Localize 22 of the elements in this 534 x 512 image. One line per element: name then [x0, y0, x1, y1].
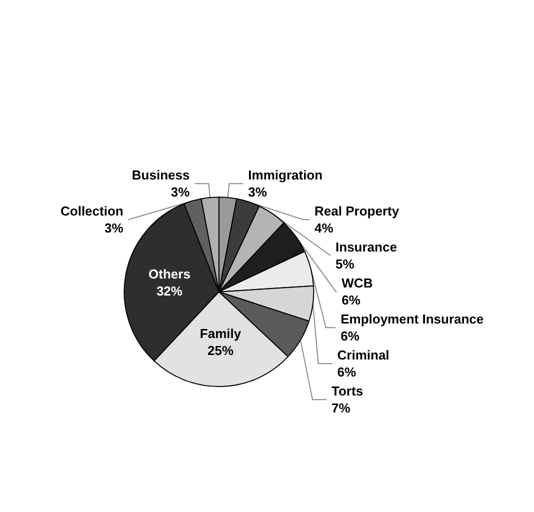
data-label: 4% — [314, 220, 334, 236]
data-label: 7% — [332, 400, 351, 416]
slice-label: Criminal — [337, 348, 390, 363]
slice-label: Family — [200, 326, 242, 342]
slice-label: Immigration — [248, 168, 323, 183]
slice-label: Real Property — [314, 204, 400, 219]
data-label: 5% — [336, 256, 355, 272]
slice-label: Torts — [332, 384, 364, 399]
slice-label: Collection — [60, 204, 124, 219]
data-label: 32% — [156, 283, 183, 298]
data-label: 25% — [208, 343, 234, 358]
data-label: 6% — [337, 364, 357, 380]
slice-label: Others — [148, 266, 190, 282]
slice-label: Insurance — [336, 240, 397, 255]
slice-label: WCB — [342, 276, 373, 291]
slice-label: Employment Insurance — [340, 312, 484, 327]
data-label: 3% — [170, 184, 190, 200]
data-label: 6% — [342, 292, 361, 308]
data-label: 3% — [248, 184, 268, 200]
slice-label: Business — [132, 168, 190, 183]
data-label: 3% — [104, 220, 124, 236]
data-label: 6% — [340, 328, 360, 344]
